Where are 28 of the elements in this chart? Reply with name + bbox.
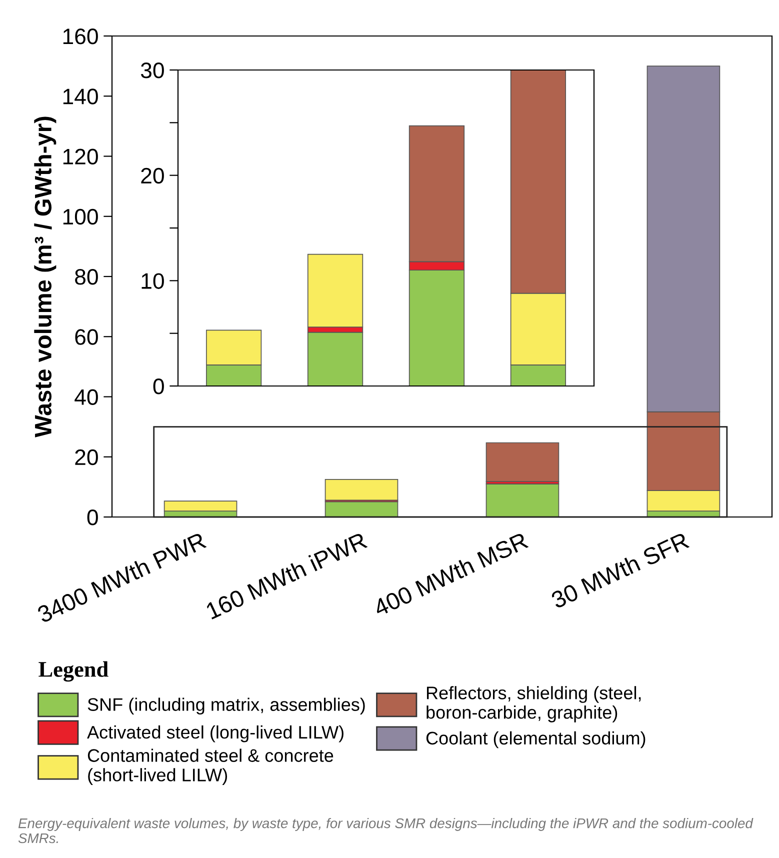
legend-label: Coolant (elemental sodium)	[426, 731, 646, 748]
text: Energy-equivalent waste volumes, by waste type, for various SMR designs—including the iPWR and the sodium-cooled SMRs.	[18, 818, 754, 844]
x-tick-label: 3400 MWth PWR	[36, 531, 207, 624]
legend-label: Activated steel (long-lived LILW)	[87, 725, 344, 742]
legend-title: Legend	[38, 661, 108, 682]
legend-label: Reflectors, shielding (steel, boron-carbide, graphite)	[426, 686, 641, 722]
y-tick-label: 20	[75, 449, 98, 466]
y-tick-label: 80	[75, 269, 98, 285]
bar	[486, 442, 560, 482]
x-tick-label: 400 MWth MSR	[372, 531, 529, 617]
y-tick-label: 20	[141, 168, 164, 184]
y-tick-label: 160	[63, 28, 98, 44]
bar	[307, 332, 364, 386]
x-tick-label: 160 MWth iPWR	[205, 531, 368, 620]
y-tick-label: 0	[153, 378, 164, 394]
y-tick-label: 120	[63, 148, 98, 165]
legend-label: Contaminated steel & concrete (short-lived LILW)	[88, 748, 334, 785]
y-tick-label: 0	[87, 510, 98, 526]
x-tick-label: 30 MWth SFR	[550, 531, 690, 609]
y-tick-label: 40	[74, 389, 98, 406]
bar	[486, 484, 560, 517]
y-tick-label: 30	[140, 62, 164, 78]
y-tick-label: 60	[75, 329, 98, 345]
y-axis-title: Waste volume (m³ / GWth-yr)	[34, 116, 56, 438]
y-tick-label: 10	[142, 273, 164, 289]
y-tick-label: 100	[63, 208, 98, 225]
y-tick-label: 140	[63, 88, 98, 104]
legend-label: SNF (including matrix, assemblies)	[88, 698, 365, 715]
